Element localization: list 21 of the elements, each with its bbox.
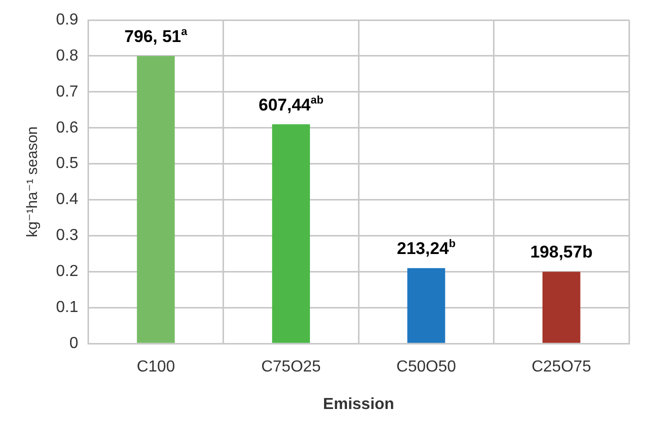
y-tick-label: 0.5 (56, 155, 78, 172)
y-tick-label: 0.4 (56, 191, 78, 208)
x-tick-label: C25O75 (532, 358, 592, 376)
bar (542, 272, 580, 343)
y-tick-label: 0.3 (56, 227, 78, 244)
x-tick-label: C50O50 (396, 358, 456, 376)
bar (407, 268, 446, 343)
bar (136, 56, 175, 343)
x-tick-label: C75O25 (261, 358, 321, 376)
x-axis-title: Emission (323, 396, 394, 413)
y-tick-label: 0.1 (56, 299, 78, 316)
y-tick-label: 0.9 (56, 11, 78, 28)
y-axis-title: kg⁻¹ha⁻¹ season (24, 126, 42, 238)
bar (272, 124, 310, 343)
y-tick-label: 0 (69, 335, 78, 352)
y-tick-label: 0.2 (56, 263, 78, 280)
x-tick-label: C100 (136, 358, 176, 376)
y-tick-label: 0.6 (56, 119, 78, 136)
annotation: 198,57b (530, 242, 593, 262)
y-tick-label: 0.7 (56, 83, 78, 100)
y-tick-label: 0.8 (56, 47, 78, 64)
